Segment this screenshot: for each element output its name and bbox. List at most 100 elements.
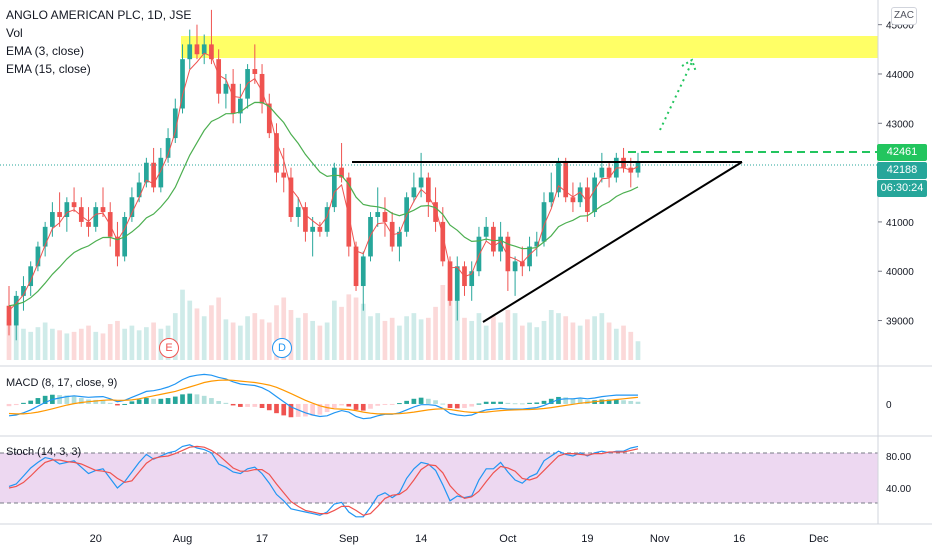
candle-body xyxy=(556,162,561,193)
candle-body xyxy=(93,207,99,227)
volume-bar xyxy=(447,289,453,360)
volume-bar xyxy=(476,313,482,360)
volume-bar xyxy=(115,320,120,360)
macd-pane xyxy=(6,373,641,420)
candle-body xyxy=(346,177,352,247)
price-tag-last: 42188 xyxy=(877,162,927,179)
volume-bar xyxy=(440,285,446,360)
candle-body xyxy=(368,216,373,257)
macd-histogram-bar xyxy=(172,396,178,404)
triangle-support-line[interactable] xyxy=(482,161,743,323)
macd-histogram-bar xyxy=(100,400,106,404)
volume-bar xyxy=(50,328,55,360)
legend-volume[interactable]: Vol xyxy=(6,26,23,40)
macd-histogram-bar xyxy=(527,402,532,404)
volume-bar xyxy=(519,325,525,360)
price-tick-label: 45000 xyxy=(886,21,914,32)
dividend-marker[interactable]: D xyxy=(272,338,292,358)
macd-histogram-bar xyxy=(447,403,453,409)
candle-body xyxy=(491,226,496,252)
macd-histogram-bar xyxy=(570,398,576,404)
macd-histogram-bar xyxy=(6,403,12,407)
volume-bar xyxy=(107,324,113,360)
currency-badge[interactable]: ZAC xyxy=(891,7,917,25)
earnings-marker[interactable]: E xyxy=(159,338,179,358)
candle-body xyxy=(382,212,388,222)
price-tick-label: 41000 xyxy=(886,218,914,229)
macd-histogram-bar xyxy=(158,398,164,404)
ema-15-line xyxy=(8,101,639,307)
candle-body xyxy=(476,236,482,272)
candle-body xyxy=(86,221,91,227)
candle-body xyxy=(71,202,77,208)
candle-body xyxy=(635,162,641,173)
macd-histogram-bar xyxy=(476,403,482,405)
macd-histogram-bar xyxy=(71,396,77,404)
volume-bar xyxy=(534,327,540,360)
legend-ema-short[interactable]: EMA (3, close) xyxy=(6,44,85,58)
macd-histogram-bar xyxy=(252,403,258,407)
macd-histogram-bar xyxy=(187,393,193,404)
volume-bar xyxy=(469,320,475,360)
target-projection-line[interactable] xyxy=(659,61,693,131)
stoch-d-line xyxy=(8,445,639,516)
candle-body xyxy=(50,212,55,227)
volume-bar xyxy=(187,300,193,360)
candle-body xyxy=(599,167,605,178)
candle-body xyxy=(100,207,106,213)
candle-body xyxy=(563,162,569,198)
macd-histogram-bar xyxy=(317,403,323,415)
volume-bar xyxy=(295,317,301,360)
candle-body xyxy=(158,157,164,188)
volume-bar xyxy=(570,322,576,360)
volume-bar xyxy=(230,322,236,360)
volume-bar xyxy=(621,325,626,360)
macd-histogram-bar xyxy=(505,402,511,404)
price-tick-label: 39000 xyxy=(886,317,914,328)
macd-histogram-bar xyxy=(230,403,236,406)
macd-histogram-bar xyxy=(353,403,359,410)
candle-body xyxy=(534,241,540,247)
volume-bar xyxy=(13,325,19,360)
candle-body xyxy=(505,236,511,272)
volume-bar xyxy=(201,316,207,360)
volume-bar xyxy=(339,306,344,360)
volume-bar xyxy=(563,316,569,360)
macd-histogram-bar xyxy=(151,398,156,404)
macd-histogram-bar xyxy=(556,396,561,404)
countdown-tag: 06:30:24 xyxy=(877,180,927,197)
volume-bar xyxy=(454,300,460,360)
volume-bar xyxy=(252,313,258,360)
candle-body xyxy=(151,162,156,188)
volume-bar xyxy=(491,316,496,360)
time-tick-label: 20 xyxy=(90,533,102,545)
legend-ema-long[interactable]: EMA (15, close) xyxy=(6,62,91,76)
macd-histogram-bar xyxy=(144,398,149,404)
macd-histogram-bar xyxy=(375,403,381,406)
volume-bar xyxy=(360,303,366,360)
volume-bar xyxy=(577,325,583,360)
volume-bar xyxy=(548,310,554,360)
candle-body xyxy=(136,182,142,198)
candle-body xyxy=(469,271,475,287)
macd-histogram-bar xyxy=(339,403,344,406)
candle-body xyxy=(440,221,446,262)
candle-body xyxy=(223,83,229,94)
macd-histogram-bar xyxy=(621,400,626,404)
resistance-zone[interactable] xyxy=(181,36,878,58)
macd-pane-label[interactable]: MACD (8, 17, close, 9) xyxy=(6,377,118,389)
macd-histogram-bar xyxy=(491,401,496,404)
macd-histogram-bar xyxy=(411,398,417,404)
stoch-pane-label[interactable]: Stoch (14, 3, 3) xyxy=(6,446,82,458)
volume-bar xyxy=(635,341,641,360)
macd-histogram-bar xyxy=(13,403,19,406)
candle-body xyxy=(129,197,135,217)
macd-histogram-bar xyxy=(425,398,431,404)
macd-histogram-bar xyxy=(223,402,229,404)
candle-body xyxy=(6,305,12,326)
symbol-title[interactable]: ANGLO AMERICAN PLC, 1D, JSE xyxy=(6,8,192,22)
volume-bar xyxy=(397,325,402,360)
macd-histogram-bar xyxy=(519,403,525,405)
time-tick-label: Oct xyxy=(499,533,516,545)
